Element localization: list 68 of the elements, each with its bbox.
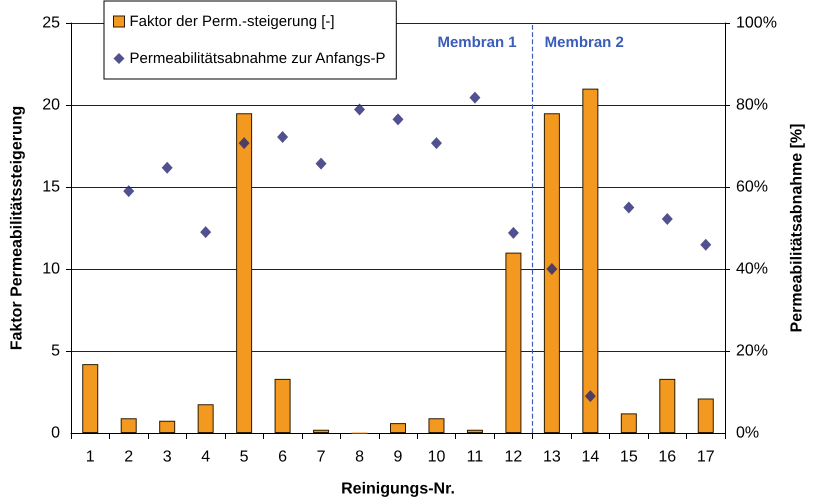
y2-tick-label: 100% <box>736 14 777 32</box>
point <box>700 238 712 251</box>
bar <box>466 430 483 433</box>
point <box>238 137 250 150</box>
bar <box>698 398 714 433</box>
point <box>430 137 442 150</box>
point <box>508 226 519 239</box>
bar <box>120 418 137 433</box>
bar <box>620 413 637 433</box>
point <box>623 202 634 214</box>
bar <box>82 364 98 433</box>
x-tick-label: 12 <box>504 448 522 466</box>
x-tick-label: 1 <box>86 448 95 466</box>
x-tick-label: 3 <box>162 448 172 466</box>
x-tick-label: 17 <box>696 448 715 466</box>
x-tick-label: 8 <box>355 448 364 466</box>
x-axis-title: Reinigungs-Nr. <box>341 480 455 498</box>
bar <box>236 113 252 433</box>
x-tick-label: 16 <box>658 448 676 466</box>
point <box>277 130 288 143</box>
point <box>123 185 134 198</box>
y2-tick-label: 60% <box>736 178 768 196</box>
bar <box>659 378 676 433</box>
x-tick-label: 9 <box>394 448 403 466</box>
bar <box>505 252 522 433</box>
y-tick-label: 0 <box>51 424 60 442</box>
y2-tick-label: 20% <box>736 342 768 360</box>
bar <box>159 420 176 433</box>
y-tick-label: 10 <box>42 260 60 278</box>
point <box>162 162 173 174</box>
y-tick-label: 5 <box>51 342 60 360</box>
bar <box>313 430 330 433</box>
x-tick-label: 10 <box>428 448 446 466</box>
x-tick-label: 14 <box>581 448 600 466</box>
bar <box>544 113 560 433</box>
x-tick-label: 6 <box>278 448 288 466</box>
point <box>316 158 327 170</box>
point <box>546 263 558 275</box>
y-tick-label: 20 <box>42 96 60 114</box>
y2-tick-label: 0% <box>736 424 760 442</box>
point <box>584 390 596 402</box>
y2-axis-title: Permeabilitätsabnahme [%] <box>788 124 806 332</box>
x-tick-label: 11 <box>466 448 484 466</box>
legend-label: Faktor der Perm.-steigerung [-] <box>130 13 335 30</box>
bar <box>428 418 444 433</box>
point <box>392 113 404 126</box>
x-tick-label: 5 <box>240 448 249 466</box>
bar <box>274 378 291 433</box>
annotation: Membran 1 <box>437 34 517 51</box>
y-axis-title: Faktor Permeabilitätssteigerung <box>8 106 26 350</box>
y2-tick-label: 80% <box>736 96 768 114</box>
legend-label: Permeabilitätsabnahme zur Anfangs-P <box>130 50 386 67</box>
point <box>469 92 480 104</box>
point <box>354 104 366 116</box>
x-tick-label: 13 <box>542 448 561 466</box>
y2-tick-label: 40% <box>736 260 768 278</box>
x-tick-label: 7 <box>316 448 326 466</box>
x-tick-label: 2 <box>124 448 134 466</box>
bar <box>198 404 214 433</box>
y-tick-label: 25 <box>42 14 60 32</box>
annotation: Membran 2 <box>544 34 624 51</box>
bar <box>582 88 598 433</box>
x-tick-label: 15 <box>620 448 638 466</box>
y-tick-label: 15 <box>42 178 60 196</box>
x-tick-label: 4 <box>201 448 210 466</box>
point <box>200 226 212 238</box>
bar <box>390 423 406 433</box>
point <box>662 212 673 225</box>
